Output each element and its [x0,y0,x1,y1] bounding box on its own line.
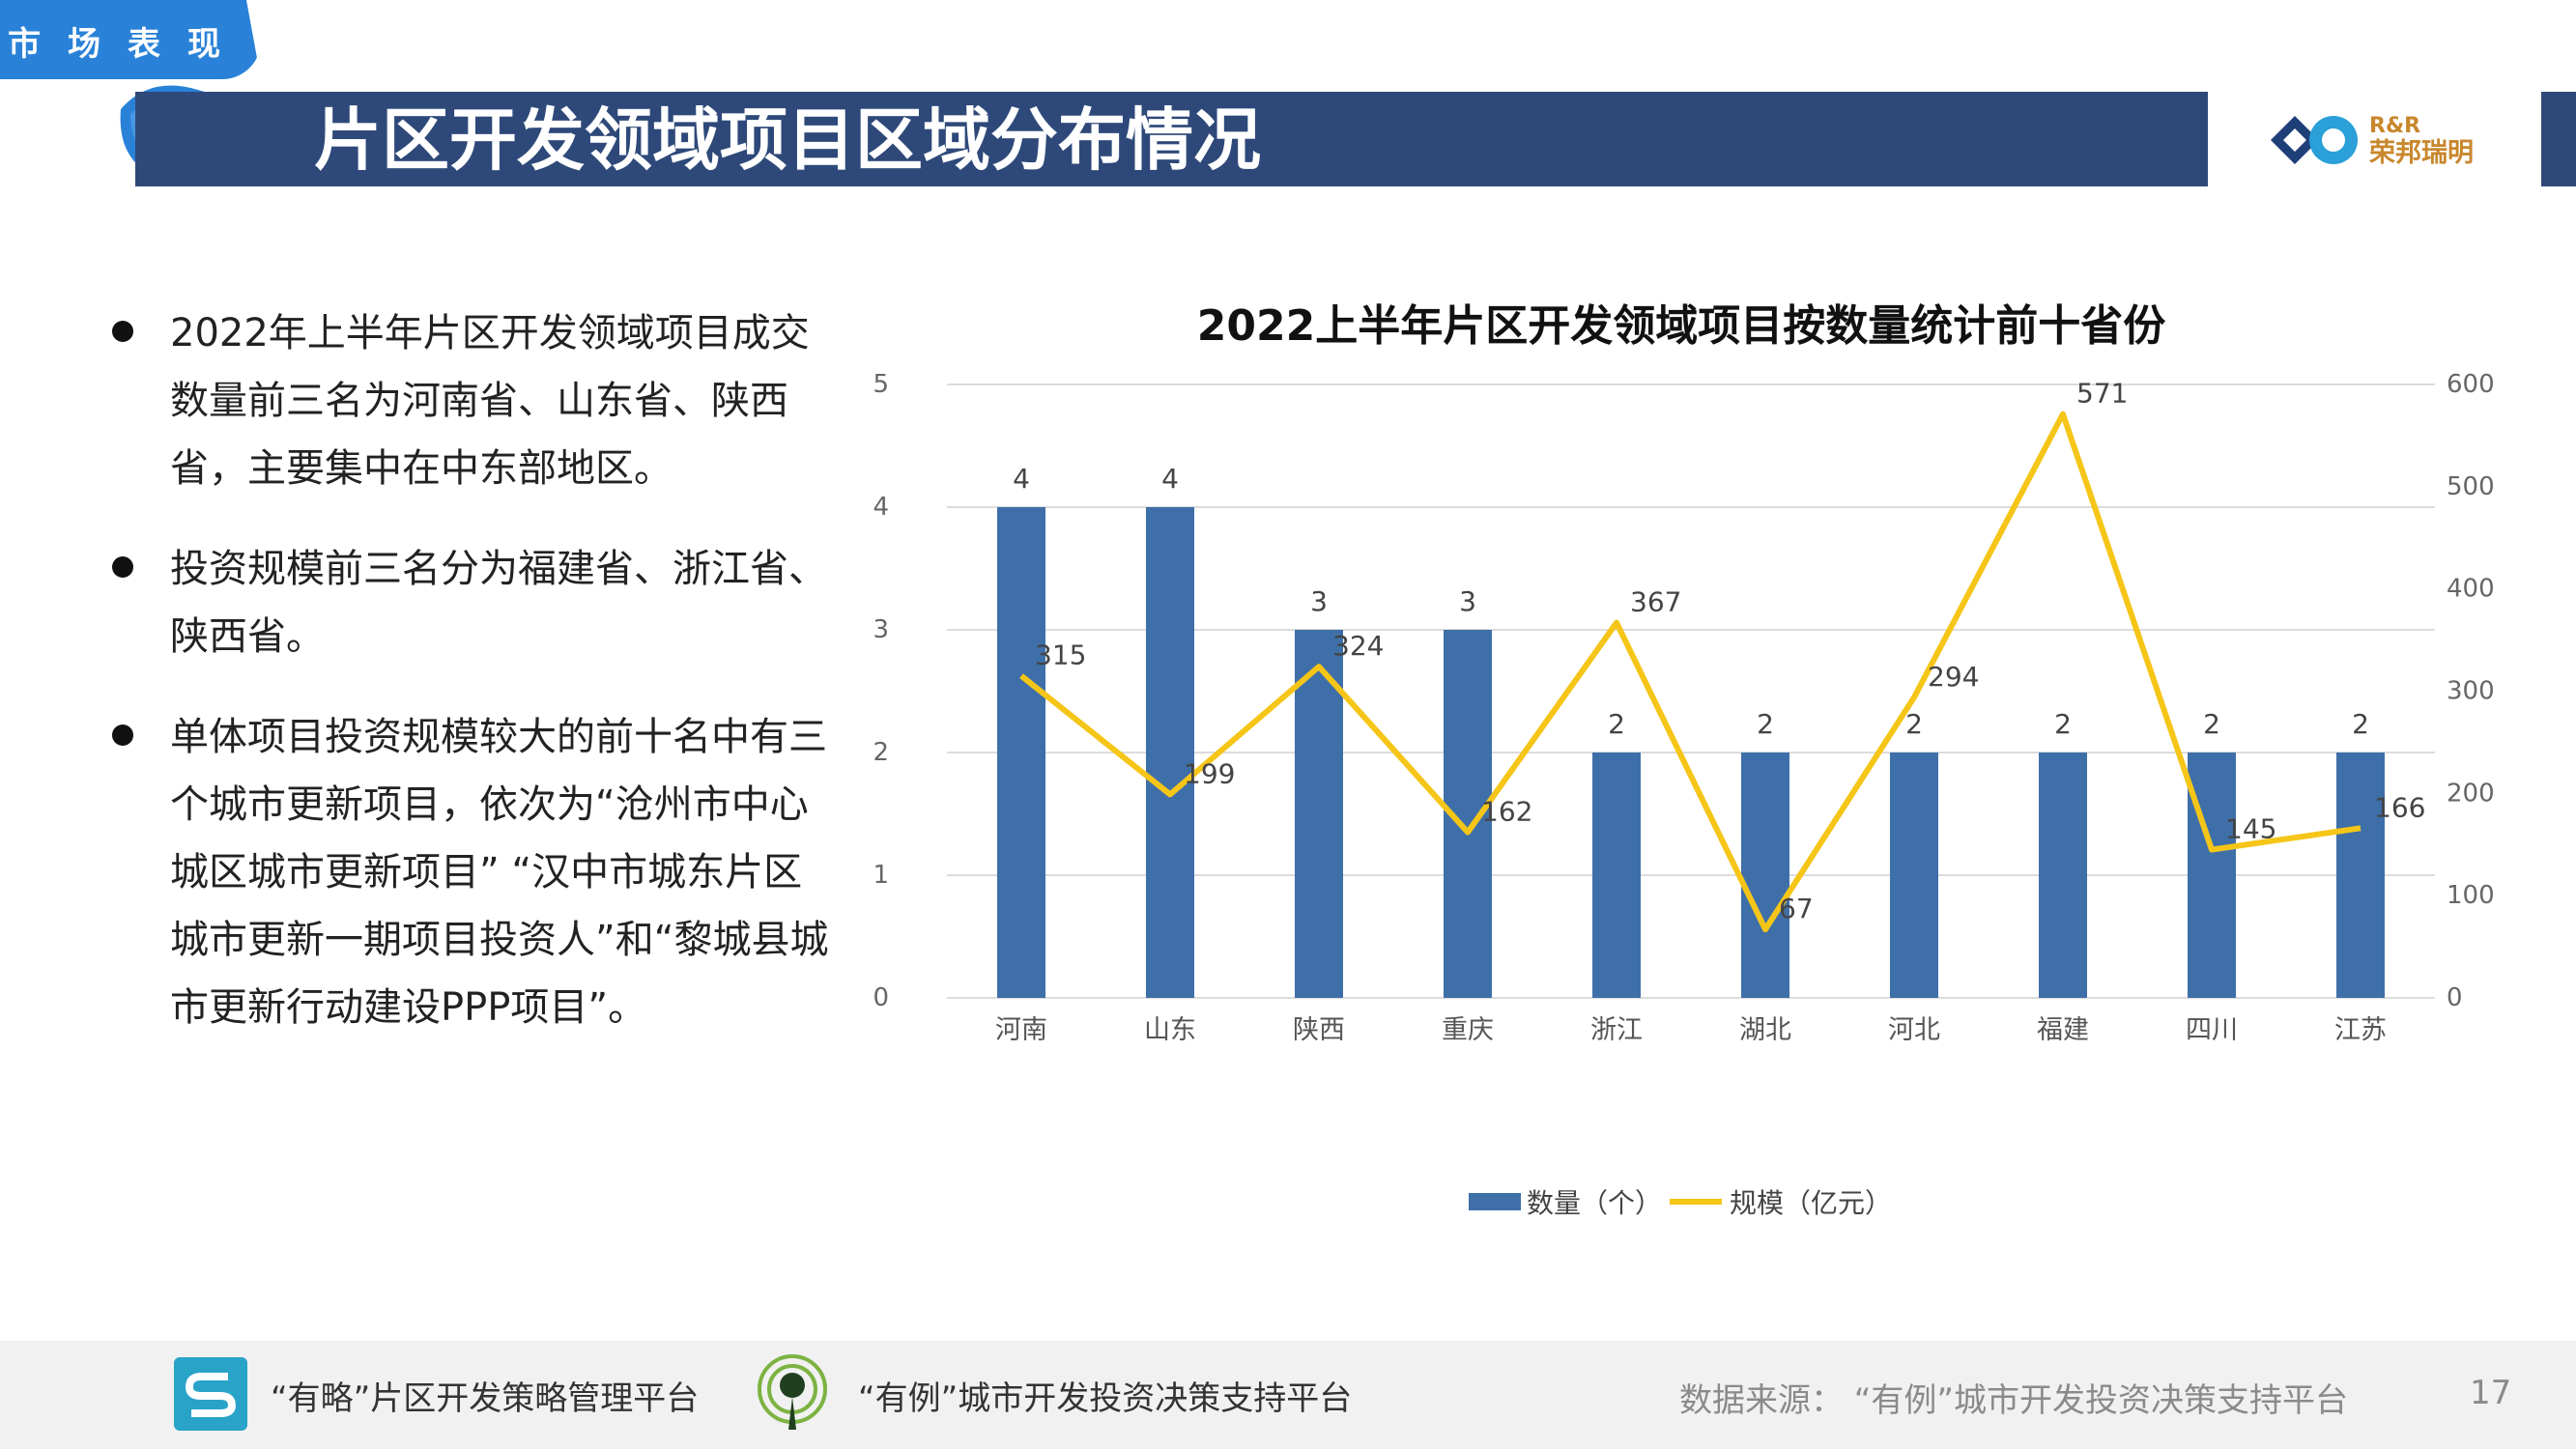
bar [1295,630,1343,998]
y-right-tick-label: 300 [2447,677,2493,706]
x-tick-label: 浙江 [1590,1015,1643,1045]
y-left-tick-label: 0 [873,983,889,1012]
bullet-dot-icon [112,321,133,342]
brand-logo-top: R&R [2369,114,2420,138]
bullet-list: 2022年上半年片区开发领域项目成交数量前三名为河南省、山东省、陕西省，主要集中… [106,299,841,1074]
bar-data-label: 2 [2203,708,2220,740]
bullet-item: 2022年上半年片区开发领域项目成交数量前三名为河南省、山东省、陕西省，主要集中… [106,299,841,502]
y-left-tick-label: 3 [873,615,889,644]
x-tick-label: 河北 [1888,1015,1940,1045]
bar-data-label: 3 [1310,585,1328,617]
footer-platform-2: “有例”城市开发投资决策支持平台 [858,1379,1353,1418]
bullet-text: 投资规模前三名分为福建省、浙江省、陕西省。 [170,547,827,659]
bullet-item: 单体项目投资规模较大的前十名中有三个城市更新项目，依次为“沧州市中心城区城市更新… [106,703,841,1041]
x-tick-label: 河南 [995,1015,1047,1045]
x-tick-label: 湖北 [1739,1015,1791,1045]
data-source: 数据来源： “有例”城市开发投资决策支持平台 [1679,1381,2349,1420]
footer-bar [0,1341,2576,1449]
bar [2336,753,2385,998]
page-title: 片区开发领域项目区域分布情况 [314,100,1261,180]
bar-data-label: 2 [1757,708,1774,740]
brand-logo-bottom: 荣邦瑞明 [2369,138,2474,168]
x-tick-label: 山东 [1144,1015,1196,1045]
y-right-tick-label: 200 [2447,779,2493,808]
x-tick-label: 四川 [2186,1015,2238,1045]
line-series [1019,411,2361,933]
y-right-tick-label: 600 [2447,370,2493,399]
y-right-tick-label: 100 [2447,881,2493,910]
bullet-text: 单体项目投资规模较大的前十名中有三个城市更新项目，依次为“沧州市中心城区城市更新… [170,715,829,1030]
line-data-label: 199 [1184,757,1235,789]
location-pin-icon [758,1354,827,1430]
bullet-dot-icon [112,724,133,746]
x-tick-label: 重庆 [1442,1015,1494,1045]
section-tag [0,0,261,79]
title-bar-edge [2541,92,2576,186]
chart-title: 2022上半年片区开发领域项目按数量统计前十省份 [1197,301,2165,351]
y-left-tick-label: 4 [873,493,889,522]
bar-data-label: 3 [1459,585,1476,617]
chart-canvas: 2022上半年片区开发领域项目按数量统计前十省份 0 1 2 3 4 5 0 100 200 30… [873,301,2494,1219]
x-tick-label: 福建 [2037,1015,2089,1045]
line-data-label: 571 [2076,378,2128,410]
y-right-tick-label: 500 [2447,472,2493,501]
line-data-label: 315 [1035,639,1086,671]
line-data-label: 367 [1630,586,1681,618]
line-data-label: 166 [2374,791,2425,823]
s-logo-icon [174,1357,247,1431]
title-bar [135,92,2208,186]
bar-data-label: 2 [2054,708,2072,740]
x-tick-label: 江苏 [2334,1015,2387,1045]
line-data-label: 294 [1928,661,1979,693]
bullet-item: 投资规模前三名分为福建省、浙江省、陕西省。 [106,535,841,670]
bar [1890,753,1938,998]
bar-data-label: 2 [1608,708,1625,740]
section-tag-label: 市场表现 [8,25,247,64]
y-right-tick-label: 0 [2447,983,2463,1012]
line-data-label: 162 [1481,796,1532,828]
y-left-tick-label: 5 [873,370,889,399]
bar [1146,507,1194,998]
bar [2039,753,2087,998]
bar-data-label: 4 [1013,463,1030,495]
bar-data-label: 2 [1905,708,1923,740]
legend-label: 规模（亿元） [1730,1187,1892,1219]
bullet-text: 2022年上半年片区开发领域项目成交数量前三名为河南省、山东省、陕西省，主要集中… [170,311,810,491]
y-right-tick-label: 400 [2447,575,2493,604]
infinity-logo-icon: R&R 荣邦瑞明 [2271,114,2474,168]
page-number: 17 [2470,1374,2512,1412]
bar [1741,753,1789,998]
line-data-label: 145 [2225,813,2276,845]
bar [997,507,1045,998]
combo-chart: 2022上半年片区开发领域项目按数量统计前十省份 0 1 2 3 4 5 0 100 200 30… [850,290,2494,1256]
footer-platform-1: “有略”片区开发策略管理平台 [271,1379,700,1418]
line-data-label: 67 [1779,893,1814,924]
line-data-label: 324 [1332,630,1384,662]
x-tick-label: 陕西 [1293,1015,1345,1045]
y-left-tick-label: 1 [873,861,889,890]
bar [2188,753,2236,998]
legend-bar-swatch [1469,1193,1521,1210]
bar-data-label: 4 [1161,463,1179,495]
legend-label: 数量（个） [1527,1187,1662,1219]
bar [1592,753,1641,998]
bullet-dot-icon [112,556,133,578]
y-left-tick-label: 2 [873,738,889,767]
bar-data-label: 2 [2352,708,2369,740]
